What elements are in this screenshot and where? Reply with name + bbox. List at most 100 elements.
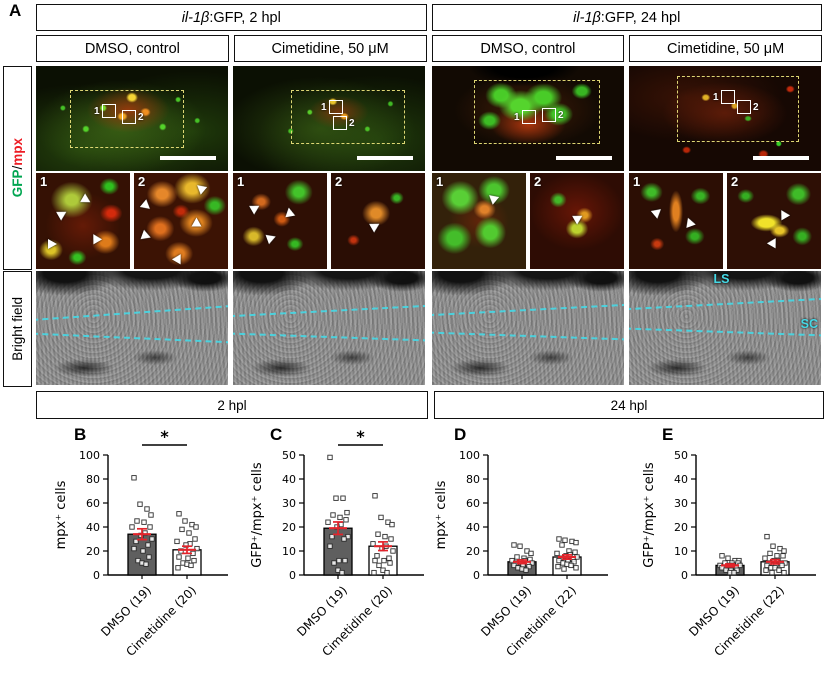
arrowhead-icon <box>650 205 665 219</box>
scale-bar <box>556 156 612 160</box>
inset-panel-24hpl-cimetidine-2: 2 <box>727 173 821 269</box>
section-header-24hpl: 24 hpl <box>434 391 824 419</box>
svg-text:mpx⁺ cells: mpx⁺ cells <box>54 480 69 549</box>
svg-text:20: 20 <box>282 521 296 534</box>
svg-text:10: 10 <box>674 545 688 558</box>
brightfield-panel-2hpl-dmso <box>36 271 228 385</box>
scale-bar <box>753 156 809 160</box>
header-suffix: :GFP, 2 hpl <box>209 9 281 26</box>
header-il1b-gfp-24hpl: il-1β:GFP, 24 hpl <box>431 4 822 31</box>
chart-panel-c: C 0 10 20 30 40 50 GFP⁺/mpx⁺ cells DMSO (19) Cim… <box>246 425 431 675</box>
gfp-mpx-label: GFP/mpx <box>10 138 25 197</box>
inset-panel-2hpl-dmso-1: 1 <box>36 173 130 269</box>
arrowhead-icon <box>283 206 296 218</box>
header-dmso-2hpl: DMSO, control <box>36 35 229 62</box>
arrowhead-icon <box>766 235 781 249</box>
wound-outline-dashed-line <box>629 327 821 337</box>
arrowhead-icon <box>139 199 154 213</box>
header-suffix: :GFP, 24 hpl <box>600 9 681 26</box>
arrowhead-icon <box>56 207 69 221</box>
gene-name: il-1β <box>181 9 210 26</box>
gfp-text: GFP <box>10 169 25 198</box>
inset-panel-24hpl-dmso-1: 1 <box>432 173 526 269</box>
inset-panel-24hpl-dmso-2: 2 <box>530 173 624 269</box>
wound-outline-dashed-line <box>36 305 228 321</box>
chart-panel-b: B 0 20 40 60 80 100 mpx⁺ cells DMSO (19) Cimetid… <box>50 425 235 675</box>
svg-text:0: 0 <box>289 569 296 582</box>
slash-text: / <box>10 166 25 170</box>
mpx-text: mpx <box>10 138 25 167</box>
arrowhead-icon <box>249 201 262 215</box>
svg-text:GFP⁺/mpx⁺ cells: GFP⁺/mpx⁺ cells <box>642 462 657 568</box>
arrowhead-icon <box>485 191 500 205</box>
inset-marker-1: 1 <box>321 100 343 114</box>
scale-bar <box>160 156 216 160</box>
svg-text:30: 30 <box>282 497 296 510</box>
svg-text:*: * <box>356 427 365 446</box>
svg-text:0: 0 <box>473 569 480 582</box>
wound-outline-dashed-line <box>432 331 624 341</box>
arrowhead-icon <box>88 231 103 245</box>
svg-text:60: 60 <box>86 497 100 510</box>
inset-marker-2: 2 <box>737 100 759 114</box>
svg-text:40: 40 <box>674 473 688 486</box>
arrowhead-icon <box>683 216 696 228</box>
inset-panel-2hpl-cimetidine-1: 1 <box>233 173 327 269</box>
arrowhead-icon <box>171 251 186 265</box>
svg-text:50: 50 <box>674 449 688 462</box>
brightfield-panel-24hpl-cimetidine: LS SC <box>629 271 821 385</box>
wound-outline-dashed-line <box>432 303 624 316</box>
svg-text:*: * <box>160 427 169 446</box>
fluorescence-panel-2hpl-cimetidine: 1 2 <box>233 66 425 171</box>
brightfield-panel-24hpl-dmso <box>432 271 624 385</box>
scale-bar <box>357 156 413 160</box>
header-dmso-24hpl: DMSO, control <box>431 35 625 62</box>
ls-label: LS <box>713 272 730 287</box>
inset-marker-2: 2 <box>122 110 144 124</box>
arrowhead-icon <box>191 217 202 227</box>
svg-text:40: 40 <box>466 521 480 534</box>
fluorescence-panel-24hpl-cimetidine: 1 2 <box>629 66 821 171</box>
gene-name: il-1β <box>573 9 601 26</box>
brightfield-panel-2hpl-cimetidine <box>233 271 425 385</box>
svg-text:10: 10 <box>282 545 296 558</box>
wound-outline-dashed-line <box>36 332 228 344</box>
chart-panel-e: E 0 10 20 30 40 50 GFP⁺/mpx⁺ cells DMSO (19) Cim… <box>638 425 823 675</box>
inset-marker-2: 2 <box>542 108 564 122</box>
svg-text:mpx⁺ cells: mpx⁺ cells <box>434 480 449 549</box>
panel-label-e: E <box>662 425 674 444</box>
svg-text:0: 0 <box>681 569 688 582</box>
svg-text:50: 50 <box>282 449 296 462</box>
wound-outline-dashed-line <box>233 332 425 342</box>
svg-text:20: 20 <box>86 545 100 558</box>
condition-header-row: il-1β:GFP, 2 hpl il-1β:GFP, 24 hpl <box>36 4 822 31</box>
inset-marker-1: 1 <box>514 110 536 124</box>
arrowhead-icon <box>369 219 382 233</box>
wound-outline-dashed-line <box>233 304 425 317</box>
inset-marker-1: 1 <box>713 90 735 104</box>
row-label-bright-field: Bright field <box>3 271 32 387</box>
fluorescence-panel-2hpl-dmso: 1 2 <box>36 66 228 171</box>
inset-panel-2hpl-dmso-2: 2 <box>134 173 228 269</box>
wound-outline-dashed-line <box>629 297 821 311</box>
svg-text:60: 60 <box>466 497 480 510</box>
arrowhead-icon <box>776 207 791 221</box>
svg-text:0: 0 <box>93 569 100 582</box>
header-cimetidine-24hpl: Cimetidine, 50 μM <box>629 35 822 62</box>
arrowhead-icon <box>140 229 153 243</box>
section-header-2hpl: 2 hpl <box>36 391 428 419</box>
svg-text:100: 100 <box>459 449 480 462</box>
arrowhead-icon <box>193 181 208 195</box>
roi-box <box>291 90 405 144</box>
header-cimetidine-2hpl: Cimetidine, 50 μM <box>233 35 427 62</box>
svg-text:30: 30 <box>674 497 688 510</box>
svg-text:40: 40 <box>282 473 296 486</box>
panel-label-a: A <box>9 1 22 20</box>
arrowhead-icon <box>48 239 57 249</box>
treatment-header-row: DMSO, control Cimetidine, 50 μM DMSO, co… <box>36 35 822 62</box>
